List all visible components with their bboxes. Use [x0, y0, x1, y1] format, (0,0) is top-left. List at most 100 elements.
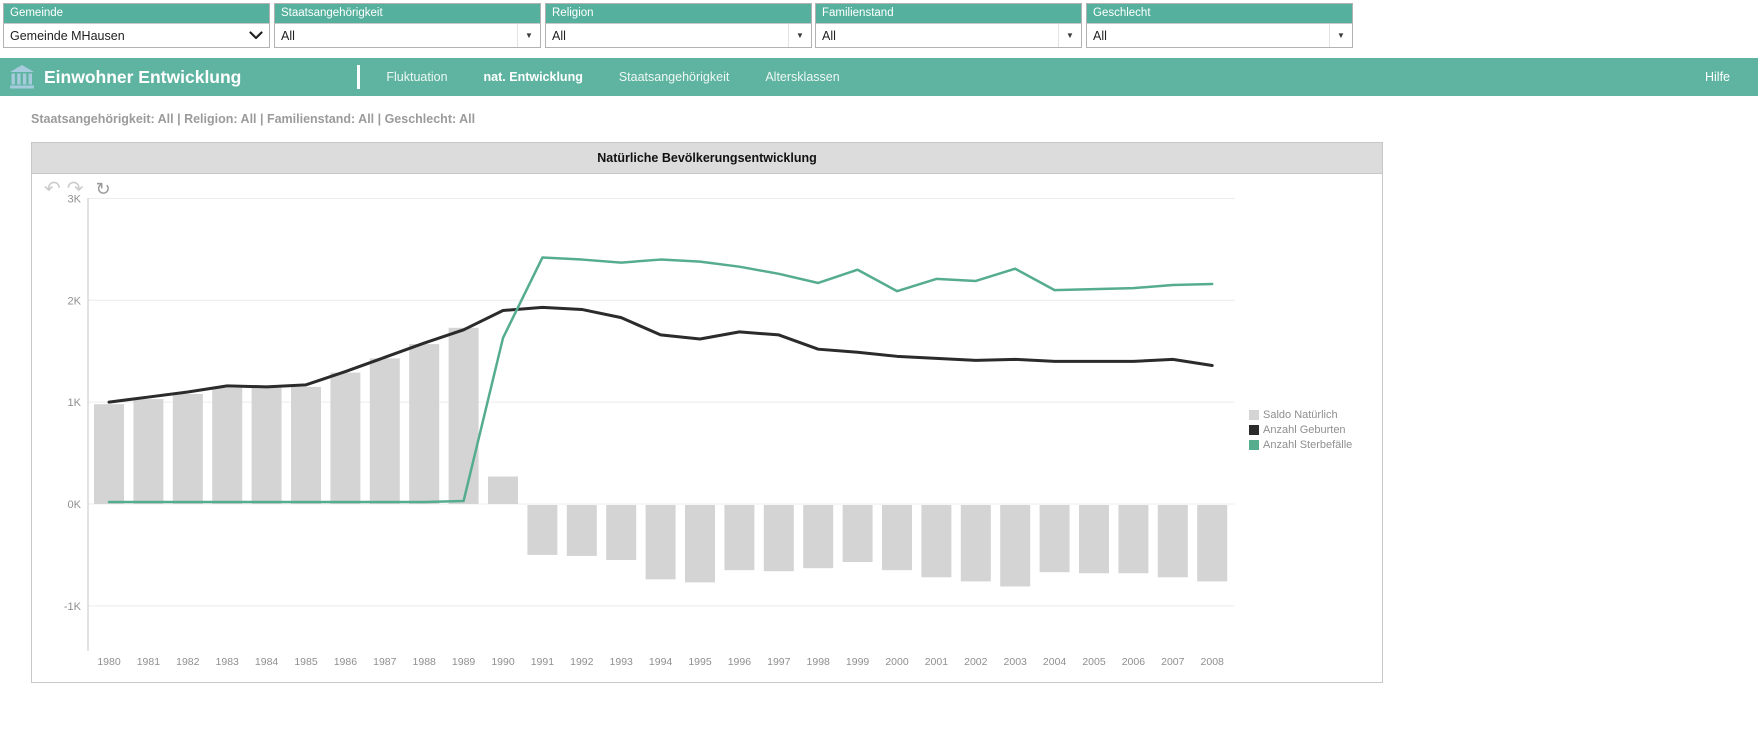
filter-geschlecht-select[interactable]: All ▼: [1087, 23, 1352, 47]
x-axis-year-label: 2003: [1004, 656, 1028, 668]
bank-icon: [10, 65, 34, 89]
dropdown-arrow-icon: ▼: [788, 24, 811, 47]
bar-saldo: [448, 327, 479, 504]
bar-saldo: [1197, 505, 1228, 582]
x-axis-year-label: 1981: [137, 656, 161, 668]
bar-saldo: [94, 404, 124, 504]
help-button[interactable]: Hilfe: [1704, 70, 1730, 84]
x-axis-year-label: 2005: [1082, 656, 1106, 668]
tab-staatsangehoerigkeit[interactable]: Staatsangehörigkeit: [618, 70, 730, 84]
x-axis-year-label: 2006: [1122, 656, 1146, 668]
bar-saldo: [921, 505, 952, 578]
filter-religion-label: Religion: [546, 4, 811, 23]
app-header: Einwohner Entwicklung Fluktuation nat. E…: [0, 58, 1758, 96]
filter-religion: Religion All ▼: [545, 3, 812, 48]
bar-saldo: [409, 344, 440, 504]
filter-staatsangehoerigkeit-value: All: [281, 28, 295, 43]
bar-saldo: [1039, 505, 1070, 573]
filter-familienstand-value: All: [822, 28, 836, 43]
x-axis-year-label: 1999: [846, 656, 870, 668]
x-axis-year-label: 1993: [610, 656, 634, 668]
bar-saldo: [488, 476, 518, 504]
redo-icon[interactable]: ↷: [66, 178, 84, 200]
y-axis-tick-label: 1K: [68, 397, 82, 409]
chart-canvas[interactable]: 3K 2K 1K 0K -1K 1980 1981 1982 1983 1984 1985 1986 1…: [32, 194, 1384, 680]
filter-geschlecht: Geschlecht All ▼: [1086, 3, 1353, 48]
filter-gemeinde-label: Gemeinde: [4, 4, 269, 23]
bar-saldo: [1079, 505, 1109, 574]
x-axis-year-label: 1994: [649, 656, 673, 668]
dropdown-arrow-icon: ▼: [1058, 24, 1081, 47]
bar-saldo: [842, 505, 873, 563]
x-axis-year-label: 1991: [531, 656, 555, 668]
y-axis-tick-label: -1K: [64, 601, 82, 613]
chart-toolbar: ↶ ↷ ↻: [44, 179, 111, 199]
line-sterbefaelle: [107, 256, 1214, 504]
header-divider: [357, 65, 361, 89]
bar-saldo: [606, 505, 637, 560]
bar-saldo: [882, 505, 912, 571]
filter-religion-select[interactable]: All ▼: [546, 23, 811, 47]
y-axis-tick-label: 3K: [68, 194, 82, 205]
legend-label-saldo: Saldo Natürlich: [1263, 408, 1338, 421]
bar-saldo: [330, 372, 361, 504]
filter-religion-value: All: [552, 28, 566, 43]
filter-geschlecht-label: Geschlecht: [1087, 4, 1352, 23]
tab-altersklassen[interactable]: Altersklassen: [765, 70, 840, 84]
x-axis-year-label: 2002: [964, 656, 988, 668]
filter-geschlecht-value: All: [1093, 28, 1107, 43]
bar-saldo: [960, 505, 991, 582]
bar-saldo: [251, 387, 282, 504]
bar-saldo: [527, 505, 558, 555]
x-axis-year-label: 1997: [767, 656, 791, 668]
x-axis-year-label: 1987: [373, 656, 397, 668]
bar-saldo: [566, 505, 597, 556]
filter-gemeinde-select[interactable]: Gemeinde MHausen: [4, 23, 269, 47]
undo-icon[interactable]: ↶: [44, 178, 61, 200]
filter-familienstand-select[interactable]: All ▼: [816, 23, 1081, 47]
bar-saldo: [369, 358, 400, 504]
tab-nat-entwicklung[interactable]: nat. Entwicklung: [483, 70, 583, 84]
legend-item-sterbefaelle: Anzahl Sterbefälle: [1249, 437, 1352, 452]
dropdown-arrow-icon: ▼: [517, 24, 540, 47]
filter-familienstand-label: Familienstand: [816, 4, 1081, 23]
x-axis-year-label: 1990: [491, 656, 515, 668]
nav-tabs: Fluktuation nat. Entwicklung Staatsangeh…: [386, 70, 839, 84]
chevron-down-icon: [243, 24, 269, 47]
x-axis-year-label: 2007: [1161, 656, 1185, 668]
x-axis-year-label: 1983: [216, 656, 240, 668]
bar-saldo: [172, 394, 203, 504]
legend-swatch-sterbefaelle: [1249, 439, 1259, 450]
tab-fluktuation[interactable]: Fluktuation: [386, 70, 448, 84]
bar-saldo: [763, 505, 794, 572]
chart-legend: Saldo Natürlich Anzahl Geburten Anzahl S…: [1249, 407, 1352, 452]
filter-staatsangehoerigkeit: Staatsangehörigkeit All ▼: [274, 3, 541, 48]
filter-staatsangehoerigkeit-select[interactable]: All ▼: [275, 23, 540, 47]
legend-label-sterbefaelle: Anzahl Sterbefälle: [1263, 438, 1353, 451]
x-axis-year-label: 2004: [1043, 656, 1067, 668]
filter-staatsangehoerigkeit-label: Staatsangehörigkeit: [275, 4, 540, 23]
bar-saldo: [685, 505, 715, 583]
x-axis-year-label: 1992: [570, 656, 594, 668]
filter-gemeinde: Gemeinde Gemeinde MHausen: [3, 3, 270, 48]
bar-saldo: [212, 387, 243, 504]
chart-title: Natürliche Bevölkerungsentwicklung: [32, 143, 1382, 174]
bar-saldo: [724, 505, 755, 571]
x-axis-year-label: 1988: [413, 656, 437, 668]
refresh-icon[interactable]: ↻: [95, 179, 111, 199]
line-geburten: [107, 305, 1214, 404]
y-axis-tick-label: 0K: [68, 499, 82, 511]
x-axis-year-label: 1998: [807, 656, 831, 668]
x-axis-year-label: 1989: [452, 656, 476, 668]
legend-label-geburten: Anzahl Geburten: [1263, 423, 1346, 436]
legend-item-saldo: Saldo Natürlich: [1249, 407, 1352, 422]
x-axis-year-label: 1984: [255, 656, 279, 668]
bar-saldo: [291, 386, 321, 504]
x-axis-year-label: 1986: [334, 656, 358, 668]
x-axis-year-label: 1996: [728, 656, 752, 668]
legend-item-geburten: Anzahl Geburten: [1249, 422, 1352, 437]
dropdown-arrow-icon: ▼: [1329, 24, 1352, 47]
bar-saldo: [645, 505, 676, 580]
bar-saldo: [803, 505, 834, 569]
bar-saldo: [1000, 505, 1031, 587]
